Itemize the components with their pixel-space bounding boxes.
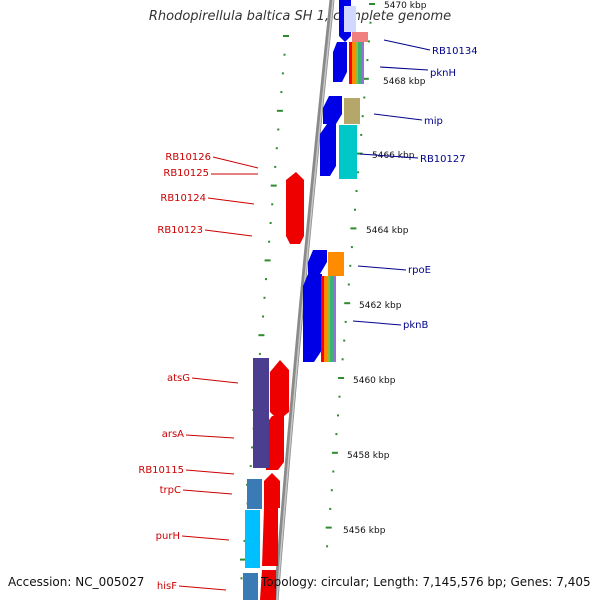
- tick-label: 5458 kbp: [347, 451, 390, 461]
- genome-summary-text: Topology: circular; Length: 7,145,576 bp…: [261, 575, 591, 589]
- gene-cog-atsg: [253, 358, 269, 468]
- gene-label-rb10134[interactable]: RB10134: [432, 46, 478, 57]
- gene-cog-pknh-stripes: [349, 42, 364, 84]
- leader-line-atsg: [191, 377, 239, 384]
- tick-label: 5464 kbp: [366, 226, 409, 236]
- map-title: Rhodopirellula baltica SH 1, complete ge…: [148, 9, 452, 24]
- gene-label-rb10127[interactable]: RB10127: [420, 154, 466, 165]
- tick-label: 5456 kbp: [343, 526, 386, 536]
- gene-label-trpc[interactable]: trpC: [160, 485, 181, 496]
- leader-line-trpc: [182, 489, 233, 495]
- gene-cog-trpc: [247, 479, 262, 509]
- gene-cog-rpoe: [328, 252, 344, 276]
- gene-label-arsa[interactable]: arsA: [162, 429, 184, 440]
- gene-label-pknh[interactable]: pknH: [430, 68, 456, 79]
- gene-label-rpoe[interactable]: rpoE: [408, 265, 431, 276]
- accession-text: Accession: NC_005027: [8, 575, 145, 589]
- leader-line-rb10115: [185, 469, 235, 475]
- gene-arrow-pknb[interactable]: [303, 274, 322, 362]
- leader-line-pknb: [352, 320, 402, 326]
- gene-label-atsg[interactable]: atsG: [167, 373, 190, 384]
- gene-label-mip[interactable]: mip: [424, 116, 443, 127]
- gene-arrow-purh[interactable]: [262, 508, 278, 566]
- gene-label-rb10123[interactable]: RB10123: [157, 225, 203, 236]
- gene-label-hisf[interactable]: hisF: [157, 581, 177, 592]
- forward-strand-genes: [303, 0, 368, 362]
- gene-arrow-rb10134[interactable]: [333, 42, 347, 82]
- leader-line-mip: [373, 113, 423, 121]
- leader-line-arsa: [185, 434, 235, 439]
- gene-label-pknb[interactable]: pknB: [403, 320, 428, 331]
- gene-cog-purh: [245, 510, 260, 568]
- gene-label-rb10115[interactable]: RB10115: [138, 465, 184, 476]
- gene-cog-mip: [344, 98, 360, 124]
- tick-label: 5462 kbp: [359, 301, 402, 311]
- leader-line-hisf: [178, 585, 227, 591]
- gene-arrow-atsg[interactable]: [270, 360, 289, 416]
- leader-line-rb10126: [212, 156, 259, 169]
- gene-label-rb10125[interactable]: RB10125: [163, 168, 209, 179]
- leader-line-rpoe: [357, 265, 407, 271]
- gene-arrow-hisf[interactable]: [260, 570, 276, 600]
- leader-line-rb10127: [359, 153, 419, 159]
- gene-cog-rb10134: [352, 32, 368, 42]
- gene-arrow-arsa[interactable]: [266, 416, 284, 470]
- gene-arrow-trpc[interactable]: [264, 473, 280, 508]
- genome-backbone: [273, 0, 335, 600]
- gene-arrow-rb10124[interactable]: [286, 172, 304, 244]
- gene-label-rb10124[interactable]: RB10124: [160, 193, 206, 204]
- leader-line-rb10124: [207, 197, 255, 205]
- gene-arrow-mip[interactable]: [323, 96, 342, 124]
- leader-line-rb10123: [204, 229, 253, 237]
- forward-gene-labels: RB10134 pknH mip RB10127 rpoE pknB: [352, 39, 478, 331]
- gene-cog-pknb-stripes: [321, 276, 336, 362]
- leader-line-rb10134: [383, 39, 431, 51]
- gene-label-rb10126[interactable]: RB10126: [165, 152, 211, 163]
- gene-cog-top: [344, 6, 356, 32]
- tick-label: 5468 kbp: [383, 77, 426, 87]
- leader-line-pknh: [379, 66, 429, 71]
- gene-arrow-rpoe[interactable]: [308, 250, 327, 274]
- gene-cog-hisf: [243, 573, 258, 600]
- gene-arrow-rb10127[interactable]: [320, 124, 336, 176]
- gene-cog-rb10127: [339, 125, 357, 179]
- gene-label-purh[interactable]: purH: [156, 531, 180, 542]
- tick-label: 5470 kbp: [384, 1, 427, 11]
- tick-label: 5460 kbp: [353, 376, 396, 386]
- reverse-gene-labels: RB10126 RB10125 RB10124 RB10123 atsG ars…: [138, 152, 259, 592]
- leader-line-purh: [181, 535, 230, 541]
- reverse-strand-genes: [243, 172, 304, 600]
